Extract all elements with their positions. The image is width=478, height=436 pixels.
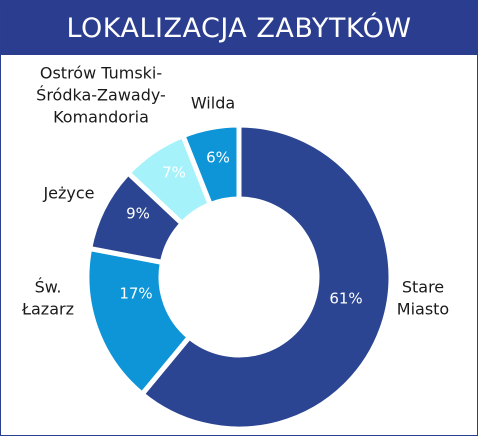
donut-slice <box>179 122 242 208</box>
slice-category-label: Ostrów Tumski-Śródka-Zawady-Komandoria <box>36 64 166 127</box>
chart-title: LOKALIZACJA ZABYTKÓW <box>66 12 412 44</box>
slice-category-label: Wilda <box>191 94 235 113</box>
slice-category-label: Jeżyce <box>42 184 94 203</box>
slice-value-label: 17% <box>119 285 152 303</box>
slice-value-label: 9% <box>126 205 150 223</box>
slice-value-label: 6% <box>206 149 230 167</box>
slice-value-label: 61% <box>329 290 362 308</box>
donut-slice <box>138 122 394 432</box>
slice-category-label: Św. Łazarz <box>21 278 74 319</box>
slice-value-label: 7% <box>162 164 186 182</box>
slice-category-label: Stare Miasto <box>397 278 449 319</box>
title-bar: LOKALIZACJA ZABYTKÓW <box>1 1 477 55</box>
